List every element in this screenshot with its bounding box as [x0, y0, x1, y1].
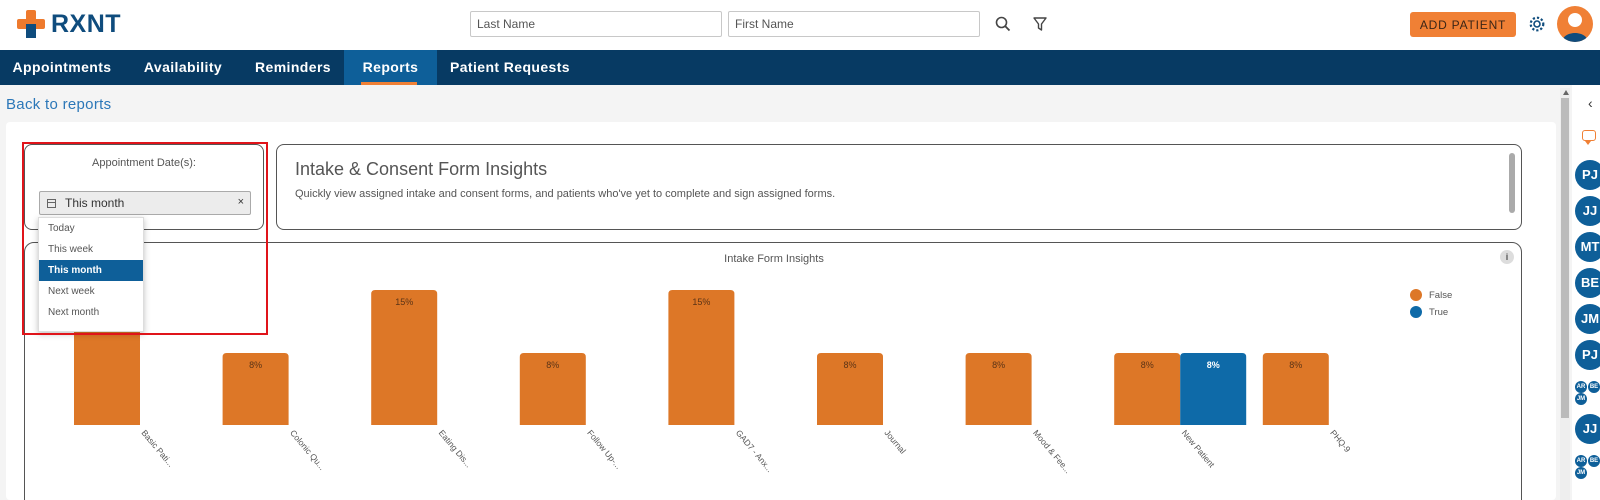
avatar[interactable]: JM [1575, 304, 1600, 334]
avatar[interactable]: BE [1588, 381, 1600, 393]
filter-icon[interactable] [1030, 14, 1050, 34]
avatar[interactable]: PJ [1575, 340, 1600, 370]
chart-bar [668, 290, 735, 425]
chart-data-label: 15% [395, 297, 413, 307]
avatar[interactable]: JM [1575, 393, 1587, 405]
avatar[interactable]: AR [1575, 381, 1587, 393]
insights-scrollbar[interactable] [1509, 153, 1515, 213]
legend-marker [1410, 289, 1422, 301]
search-icon[interactable] [993, 14, 1013, 34]
date-range-dropdown: Today This week This month Next week Nex… [38, 217, 144, 332]
insights-description: Quickly view assigned intake and consent… [295, 188, 836, 200]
chart-bar [1114, 353, 1181, 425]
date-filter-label: Appointment Date(s): [92, 157, 196, 169]
legend-marker [1410, 306, 1422, 318]
logo-text: RXNT [51, 9, 122, 38]
chart-tick-label: Journal [882, 428, 908, 456]
info-icon[interactable]: i [1500, 250, 1514, 264]
nav-patient-requests[interactable]: Patient Requests [450, 59, 570, 75]
chart-tick-label: Basic Pati... [139, 428, 176, 469]
avatar[interactable]: PJ [1575, 160, 1600, 190]
top-bar: RXNT ADD PATIENT [0, 0, 1600, 50]
intake-form-chart: Intake Form Insights Basic Pati... 8% Colon… [74, 253, 1452, 475]
avatar[interactable]: BE [1588, 455, 1600, 467]
insights-title: Intake & Consent Form Insights [295, 159, 548, 179]
avatar[interactable]: JJ [1575, 414, 1600, 444]
rxnt-logo[interactable]: RXNT [17, 10, 121, 38]
avatar[interactable]: AR [1575, 455, 1587, 467]
page-scrollbar-thumb[interactable] [1561, 98, 1569, 418]
option-today[interactable]: Today [48, 223, 75, 234]
chart-title: Intake Form Insights [724, 253, 824, 265]
chart-tick-label: Eating Dis... [437, 428, 474, 470]
chart-data-label: 8% [992, 360, 1005, 370]
logo-cross-icon [17, 10, 45, 38]
legend-label: False [1429, 290, 1452, 301]
first-name-input[interactable] [728, 11, 980, 37]
chart-data-label: 8% [843, 360, 856, 370]
gear-icon[interactable] [1527, 14, 1547, 34]
avatar[interactable]: MT [1575, 232, 1600, 262]
chart-tick-label: GAD7 - Anx... [734, 428, 775, 474]
collapse-chevron-icon[interactable]: ‹ [1588, 95, 1593, 111]
back-to-reports-link[interactable]: Back to reports [6, 96, 112, 113]
user-avatar[interactable] [1557, 6, 1593, 42]
option-this-week[interactable]: This week [48, 244, 94, 255]
chart-tick-label: Colonic Qu... [288, 428, 327, 472]
chart-tick-label: Follow Up-... [585, 428, 623, 471]
add-patient-button[interactable]: ADD PATIENT [1410, 12, 1516, 37]
chart-bar [1262, 353, 1329, 425]
avatar[interactable]: BE [1575, 268, 1600, 298]
calendar-icon [47, 199, 56, 208]
chart-bar [371, 290, 438, 425]
main-nav: Appointments Availability Reminders Repo… [0, 50, 1600, 85]
chart-bar [1180, 353, 1247, 425]
chart-data-label: 8% [249, 360, 262, 370]
nav-reminders[interactable]: Reminders [255, 59, 331, 75]
chart-bar [222, 353, 289, 425]
clear-icon[interactable]: × [237, 196, 244, 208]
chart-bar [817, 353, 883, 425]
date-filter-card: Appointment Date(s): This month × [24, 144, 264, 230]
intake-chart-card: Intake Form Insights Basic Pati... 8% Colon… [24, 242, 1522, 500]
nav-appointments[interactable]: Appointments [12, 59, 112, 75]
chart-data-label: 15% [692, 297, 710, 307]
chart-data-label: 8% [546, 360, 559, 370]
chart-tick-label: PHQ-9 [1328, 428, 1353, 455]
chart-data-label: 8% [1141, 360, 1154, 370]
avatar[interactable]: JJ [1575, 196, 1600, 226]
scroll-up-arrow-icon[interactable] [1563, 90, 1569, 95]
option-this-month[interactable]: This month [39, 260, 143, 281]
date-range-select[interactable]: This month × [39, 191, 251, 215]
chart-data-label: 8% [1289, 360, 1302, 370]
chart-tick-label: Mood & Fee... [1031, 428, 1073, 475]
nav-reports[interactable]: Reports [344, 50, 437, 85]
option-next-month[interactable]: Next month [48, 307, 100, 318]
option-next-week[interactable]: Next week [48, 286, 95, 297]
avatar[interactable]: JM [1575, 467, 1587, 479]
chart-data-label: 8% [1207, 360, 1220, 370]
chat-icon[interactable] [1582, 130, 1596, 145]
chart-bar [519, 353, 586, 425]
date-range-value: This month [65, 196, 125, 210]
chart-tick-label: New Patient [1180, 428, 1218, 470]
chart-bar [965, 353, 1032, 425]
legend-label: True [1429, 307, 1448, 318]
nav-availability[interactable]: Availability [143, 59, 223, 75]
last-name-input[interactable] [470, 11, 722, 37]
insights-card: Intake & Consent Form Insights Quickly v… [276, 144, 1522, 230]
